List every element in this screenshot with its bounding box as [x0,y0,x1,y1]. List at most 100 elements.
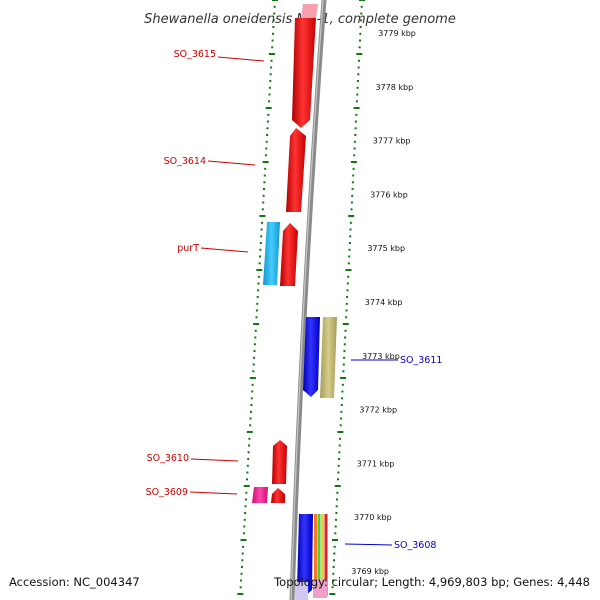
gene-so3609[interactable] [271,488,285,503]
kbp-scale-labels: 3779 kbp 3778 kbp 3777 kbp 3776 kbp 3775 kbp… [351,29,416,576]
gene-small-red[interactable] [324,514,328,596]
gene-small-yellow[interactable] [321,514,324,596]
gene-small-orange[interactable] [314,514,317,596]
tick-mark [270,66,273,69]
tick-mark [359,32,362,35]
tick-mark [344,329,347,332]
tick-mark [237,593,244,595]
tick-mark [242,532,245,535]
gene-label[interactable]: SO_3615 [174,49,216,60]
tick-mark [345,302,348,305]
tick-mark [261,221,263,224]
tick-mark [332,572,335,575]
tick-mark [255,316,258,319]
tick-mark [243,518,246,521]
tick-mark [266,134,269,136]
tick-mark [247,451,250,454]
tick-mark [254,336,257,339]
gene-blue-upper[interactable] [303,317,320,397]
tick-mark [342,363,345,366]
tick-mark [269,80,272,82]
tick-mark [260,228,263,231]
gene-so3614[interactable] [286,128,306,212]
tick-mark [358,59,360,62]
kbp-label: 3778 kbp [376,83,414,92]
tick-mark [255,309,258,312]
tick-mark [268,93,271,96]
topology-label: Topology: circular; Length: 4,969,803 bp… [273,575,590,589]
tick-mark [256,296,259,298]
leader-line [207,160,256,166]
tick-mark [343,350,346,352]
gene-label[interactable]: SO_3614 [164,156,206,167]
tick-mark [269,73,272,76]
tick-mark [264,154,267,157]
gene-small-pink[interactable] [313,580,327,598]
tick-mark [272,26,275,28]
tick-mark [335,505,338,508]
tick-mark [253,323,260,325]
tick-mark [263,181,266,184]
tick-mark [358,46,361,49]
kbp-label: 3771 kbp [357,459,395,468]
tick-mark [359,26,362,28]
gene-label[interactable]: SO_3608 [394,540,436,551]
kbp-label: 3779 kbp [378,29,416,38]
tick-mark [352,174,355,177]
tick-mark [342,370,345,373]
gene-label[interactable]: purT [177,243,199,254]
gene-purt[interactable] [280,223,298,286]
tick-mark [357,66,360,69]
gene-so3608[interactable] [297,514,313,596]
gene-cyan[interactable] [263,222,280,285]
tick-mark [253,343,256,346]
gene-so3615[interactable] [292,18,316,128]
tick-mark [264,167,267,170]
tick-mark [346,296,349,298]
kbp-label: 3775 kbp [367,244,405,253]
tick-mark [337,431,344,433]
tick-mark [338,458,341,460]
gene-label[interactable]: SO_3611 [400,355,442,366]
tick-mark [248,444,250,447]
gene-so3609-pink[interactable] [252,487,268,503]
tick-mark [339,424,342,427]
tick-mark [347,275,350,278]
tick-mark [360,19,362,22]
tick-mark [349,221,352,224]
tick-mark [335,512,338,514]
gene-so3611[interactable] [320,317,337,398]
tick-mark [333,559,335,562]
tick-mark [240,579,243,582]
tick-mark [360,12,363,15]
leader-line [200,247,249,253]
tick-mark [332,579,334,582]
gene-label[interactable]: SO_3609 [146,487,188,498]
gene-top-pink[interactable] [301,4,318,18]
tick-mark [272,19,275,22]
tick-mark [239,586,242,589]
tick-mark [351,194,354,197]
gene-label[interactable]: SO_3610 [147,453,189,464]
tick-mark [344,336,347,339]
tick-mark [250,397,253,400]
tick-mark [343,343,346,346]
tick-mark [271,46,274,49]
tick-mark [245,491,248,494]
tick-mark [342,323,349,325]
tick-mark [244,498,247,501]
gene-so3610[interactable] [272,440,287,484]
tick-mark [348,242,351,244]
gene-label-group: SO_3615 SO_3614 purT SO_3611 SO_3610 SO_… [146,49,443,551]
tick-mark [258,262,261,265]
gene-bottom-lavender[interactable] [295,582,308,600]
tick-mark [251,390,254,393]
tick-mark [244,512,247,514]
tick-mark [348,255,351,258]
gene-small-green[interactable] [317,514,321,596]
tick-mark [352,167,355,170]
tick-mark [256,302,259,305]
tick-mark [340,404,343,406]
tick-mark [246,478,248,481]
tick-mark [240,572,243,575]
